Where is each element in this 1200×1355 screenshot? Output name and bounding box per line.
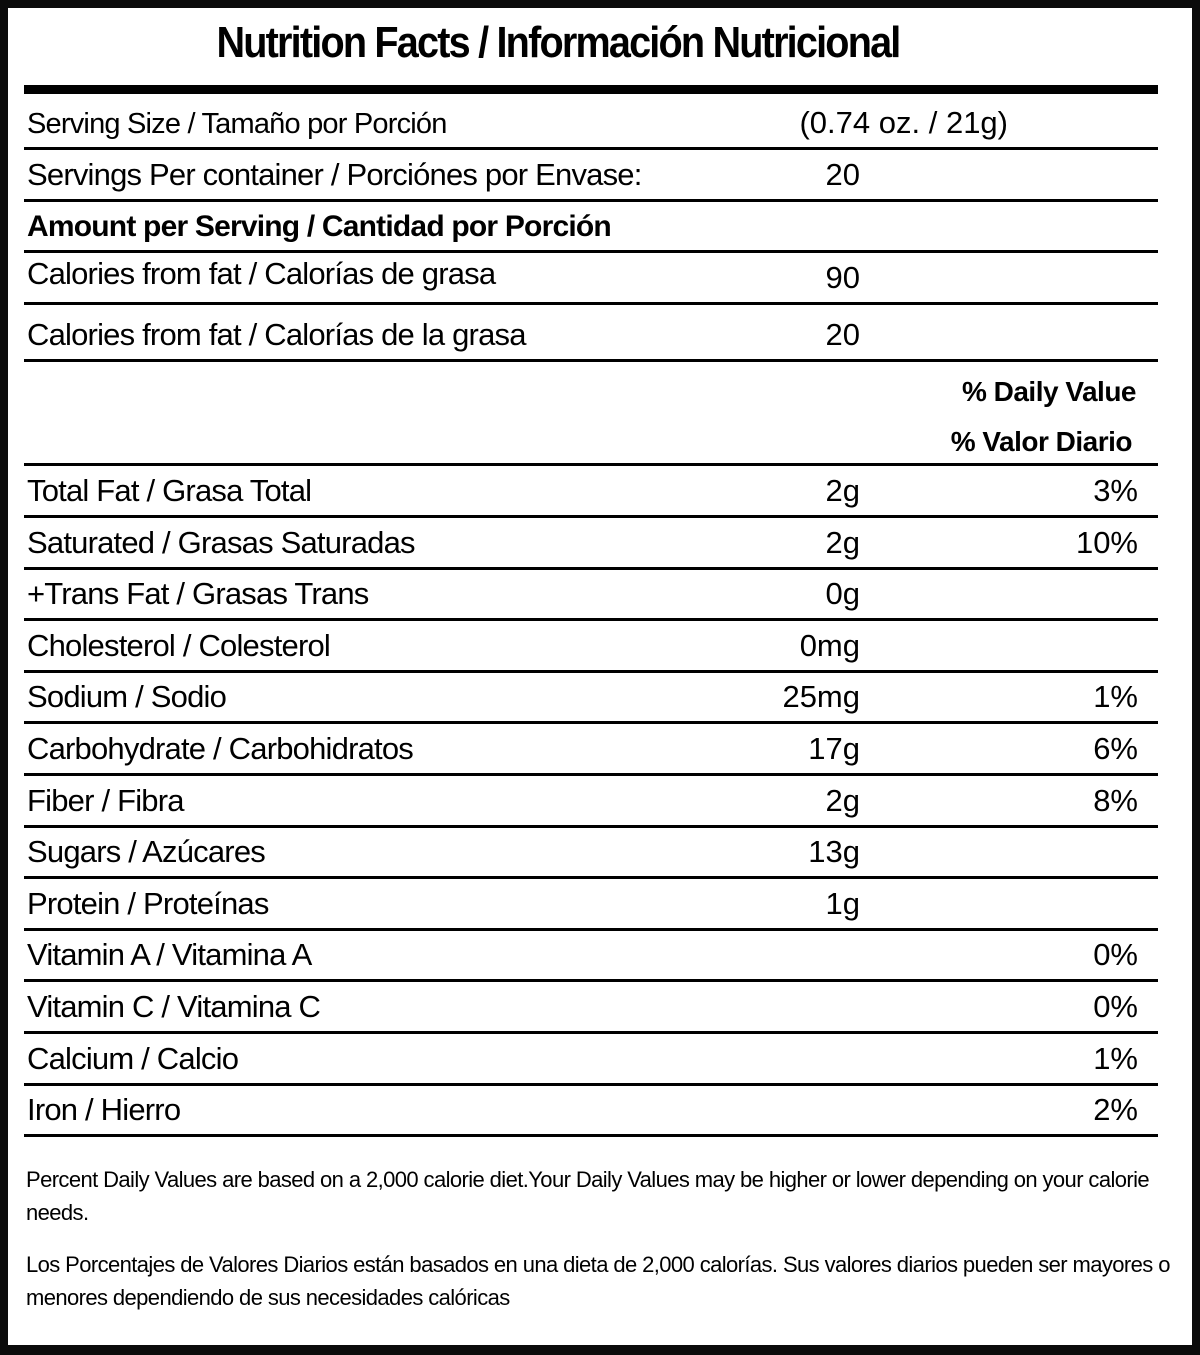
nutrient-row: Carbohydrate / Carbohidratos 17g 6% — [24, 724, 1158, 776]
nutrient-amount: 2g — [825, 782, 860, 818]
nutrient-daily-value: 2% — [1093, 1092, 1138, 1128]
nutrient-amount: 13g — [808, 834, 860, 870]
daily-value-header-en: % Daily Value — [961, 376, 1137, 407]
nutrient-row: Calcium / Calcio 1% — [24, 1034, 1158, 1086]
footnote-english: Percent Daily Values are based on a 2,00… — [26, 1167, 1150, 1225]
nutrient-label: Total Fat / Grasa Total — [27, 473, 312, 508]
serving-size-row: Serving Size / Tamaño por Porción (0.74 … — [24, 94, 1158, 150]
daily-value-header-row: % Daily Value % Valor Diario — [24, 362, 1158, 466]
nutrient-label: Calcium / Calcio — [27, 1040, 239, 1076]
nutrient-label: Saturated / Grasas Saturadas — [27, 524, 416, 560]
nutrient-daily-value: 1% — [1093, 1040, 1138, 1076]
nutrient-daily-value: 8% — [1093, 782, 1138, 818]
calories-value: 90 — [825, 260, 860, 295]
amount-per-serving-heading: Amount per Serving / Cantidad por Porció… — [27, 210, 612, 243]
nutrient-label: Sugars / Azúcares — [27, 834, 266, 870]
label-title: Nutrition Facts / Información Nutriciona… — [216, 18, 901, 67]
nutrient-row: +Trans Fat / Grasas Trans 0g — [24, 569, 1158, 622]
nutrient-label: Protein / Proteínas — [27, 885, 269, 921]
nutrient-row: Saturated / Grasas Saturadas 2g 10% — [24, 518, 1158, 570]
nutrient-daily-value: 10% — [1075, 524, 1138, 560]
nutrient-label: Carbohydrate / Carbohidratos — [27, 731, 414, 766]
calories-from-fat-label: Calories from fat / Calorías de la grasa — [27, 317, 526, 352]
nutrient-amount: 17g — [808, 731, 860, 766]
nutrient-row: Cholesterol / Colesterol 0mg — [24, 621, 1158, 673]
nutrient-daily-value: 0% — [1093, 937, 1138, 973]
nutrient-row: Protein / Proteínas 1g — [24, 879, 1158, 931]
servings-per-container-value: 20 — [825, 157, 860, 192]
calories-from-fat-value: 20 — [825, 317, 860, 352]
calories-from-fat-row: Calories from fat / Calorías de la grasa… — [24, 305, 1158, 362]
nutrient-label: Cholesterol / Colesterol — [27, 627, 331, 663]
amount-per-serving-row: Amount per Serving / Cantidad por Porció… — [24, 202, 1158, 253]
nutrient-amount: 25mg — [782, 679, 860, 715]
thick-divider — [24, 85, 1158, 94]
nutrient-row: Sugars / Azúcares 13g — [24, 827, 1158, 880]
nutrient-daily-value: 3% — [1093, 473, 1138, 508]
daily-value-header-es: % Valor Diario — [950, 426, 1133, 457]
nutrient-label: Iron / Hierro — [27, 1092, 181, 1128]
nutrient-amount: 0mg — [799, 627, 860, 663]
nutrient-label: Sodium / Sodio — [27, 679, 227, 715]
nutrient-amount: 2g — [825, 524, 860, 560]
nutrient-label: Vitamin C / Vitamina C — [27, 989, 321, 1024]
calories-label: Calories from fat / Calorías de grasa — [27, 256, 496, 291]
nutrient-row: Total Fat / Grasa Total 2g 3% — [24, 466, 1158, 518]
nutrient-amount: 1g — [825, 885, 860, 921]
nutrient-row: Sodium / Sodio 25mg 1% — [24, 672, 1158, 725]
nutrient-row: Iron / Hierro 2% — [24, 1085, 1158, 1138]
servings-per-container-row: Servings Per container / Porciónes por E… — [24, 150, 1158, 202]
nutrient-daily-value: 1% — [1093, 679, 1138, 715]
calories-row: Calories from fat / Calorías de grasa 90 — [24, 253, 1158, 305]
serving-size-value: (0.74 oz. / 21g) — [799, 105, 1008, 140]
nutrient-row: Vitamin A / Vitamina A 0% — [24, 930, 1158, 983]
servings-per-container-label: Servings Per container / Porciónes por E… — [27, 157, 642, 192]
serving-size-label: Serving Size / Tamaño por Porción — [27, 108, 447, 140]
nutrient-daily-value: 6% — [1093, 731, 1138, 766]
nutrient-label: Vitamin A / Vitamina A — [27, 937, 312, 973]
footnote-spanish: Los Porcentajes de Valores Diarios están… — [26, 1252, 1170, 1310]
nutrient-daily-value: 0% — [1093, 989, 1138, 1024]
nutrient-row: Vitamin C / Vitamina C 0% — [24, 982, 1158, 1034]
nutrient-label: +Trans Fat / Grasas Trans — [27, 576, 369, 612]
nutrient-label: Fiber / Fibra — [27, 782, 185, 818]
nutrient-amount: 2g — [825, 473, 860, 508]
nutrient-amount: 0g — [825, 576, 860, 612]
nutrient-row: Fiber / Fibra 2g 8% — [24, 776, 1158, 828]
